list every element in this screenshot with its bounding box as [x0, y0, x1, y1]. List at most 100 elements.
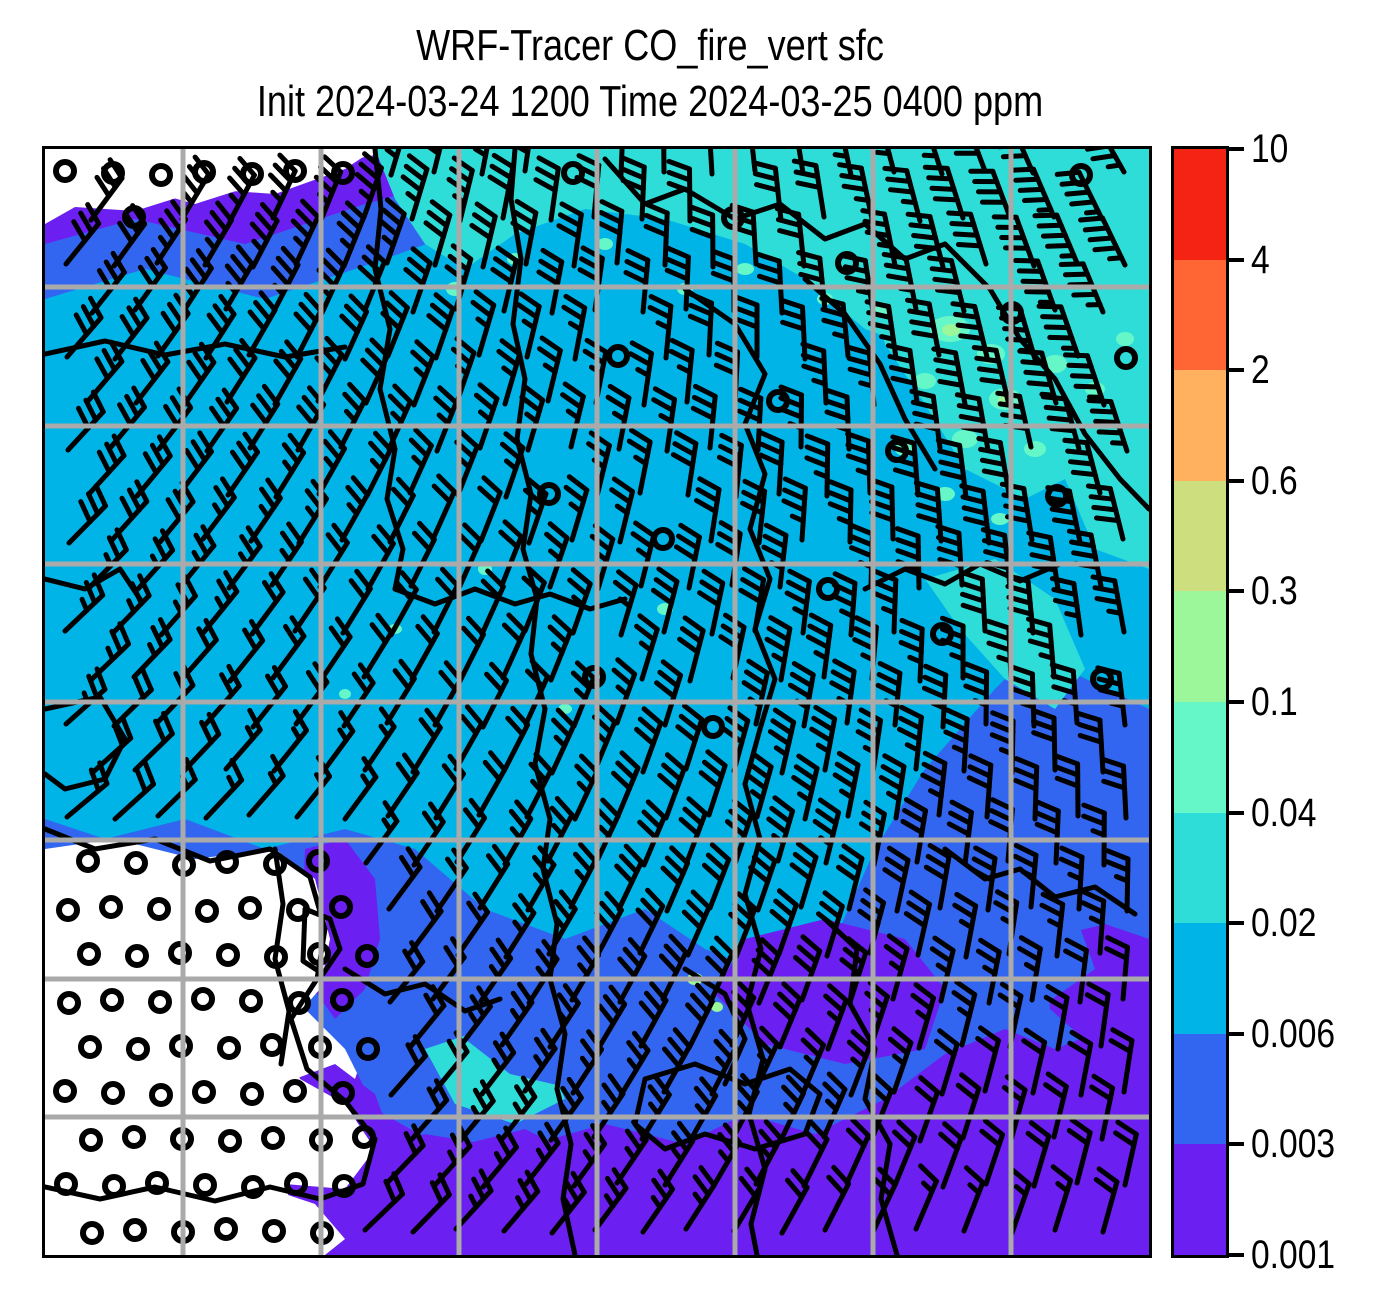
- wind-barb-full: [544, 531, 566, 551]
- wind-barb-half: [339, 237, 354, 251]
- wind-barb-full: [629, 340, 654, 356]
- colorbar-band-8: [1174, 370, 1226, 481]
- wind-barb-full: [682, 615, 706, 634]
- wind-barb-full: [800, 341, 827, 354]
- wind-barb: [410, 707, 443, 775]
- wind-barb: [400, 153, 430, 222]
- wind-barb-full: [1100, 756, 1126, 769]
- wind-barb: [923, 843, 952, 911]
- wind-barb-half: [360, 773, 372, 789]
- wind-barb-full: [152, 536, 168, 561]
- wind-barb-full: [159, 528, 176, 553]
- calm-wind-circle: [145, 1171, 169, 1195]
- wind-barb: [430, 473, 457, 542]
- wind-barb: [567, 567, 593, 636]
- wind-barb-full: [944, 707, 970, 722]
- wind-barb-full: [911, 330, 938, 339]
- wind-barb-full: [510, 220, 535, 237]
- wind-barb-full: [954, 392, 982, 402]
- wind-barb-full: [759, 430, 785, 445]
- wind-barb-full: [1040, 232, 1068, 239]
- wind-barb-half: [617, 596, 633, 609]
- wind-barb-full: [902, 808, 927, 824]
- wind-barb-full: [499, 441, 522, 461]
- wind-barb-full: [450, 243, 474, 262]
- wind-barb-full: [773, 898, 796, 918]
- wind-barb-full: [705, 955, 726, 977]
- wind-barb-full: [429, 199, 453, 218]
- wind-barb-full: [645, 887, 666, 909]
- wind-barb-full: [621, 166, 647, 181]
- wind-barb-full: [750, 751, 774, 770]
- wind-barb-full: [955, 242, 983, 249]
- wind-barb-full: [677, 636, 700, 655]
- wind-barb-full: [710, 270, 737, 284]
- wind-barb-full: [823, 993, 845, 1014]
- wind-barb-full: [916, 513, 943, 525]
- colorbar-band-1: [1174, 1144, 1226, 1255]
- wind-barb-full: [687, 313, 713, 328]
- wind-barb: [354, 151, 384, 220]
- wind-barb-full: [605, 1176, 622, 1200]
- wind-barb-full: [1113, 1130, 1137, 1148]
- wind-barb-full: [1025, 1130, 1049, 1150]
- wind-barb-full: [392, 668, 411, 691]
- wind-barb: [883, 933, 910, 1002]
- wind-barb-full: [361, 254, 383, 275]
- wind-barb: [225, 431, 260, 498]
- wind-barb: [664, 245, 691, 312]
- wind-barb: [845, 431, 873, 496]
- wind-barb: [64, 760, 110, 820]
- wind-barb-full: [936, 535, 962, 547]
- wind-barb-full: [517, 1178, 534, 1203]
- wind-barb-full: [556, 992, 575, 1016]
- colorbar[interactable]: [1171, 146, 1229, 1258]
- wind-barb: [546, 889, 578, 957]
- colorbar-band-10: [1174, 149, 1226, 260]
- wind-barb: [1104, 848, 1131, 914]
- wind-barb-full: [836, 864, 859, 883]
- wind-barb-full: [689, 204, 716, 218]
- map-plot-area[interactable]: [42, 146, 1152, 1258]
- wind-barb-full: [167, 301, 185, 326]
- wind-barb-full: [498, 529, 520, 550]
- calm-wind-circle: [1090, 667, 1114, 691]
- wind-barb-half: [718, 1149, 731, 1164]
- calm-wind-circle: [355, 944, 379, 968]
- wind-barb-full: [622, 946, 642, 969]
- calm-wind-circle: [606, 344, 630, 368]
- wind-barb-full: [209, 210, 229, 233]
- wind-barb-full: [836, 750, 861, 768]
- wind-barb: [952, 891, 979, 960]
- wind-barb-full: [1043, 994, 1068, 1012]
- wind-barb-full: [910, 399, 938, 410]
- wind-barb-full: [140, 358, 157, 382]
- wind-barb: [892, 1119, 918, 1188]
- wind-barb-full: [189, 257, 208, 281]
- wind-barb-full: [920, 772, 945, 788]
- wind-barb-full: [1059, 845, 1085, 860]
- calm-wind-circle: [306, 849, 330, 873]
- wind-barb-half: [576, 780, 591, 795]
- wind-barb: [290, 198, 321, 267]
- wind-barb-full: [547, 624, 569, 645]
- wind-barb: [426, 292, 456, 361]
- wind-barb-full: [943, 729, 969, 744]
- wind-barb-full: [119, 495, 135, 521]
- wind-barb-half: [226, 774, 237, 791]
- wind-barb: [319, 710, 356, 776]
- wind-barb-full: [735, 979, 757, 1001]
- wind-barb-full: [933, 357, 960, 367]
- calm-wind-circle: [356, 1037, 380, 1061]
- wind-barb-full: [438, 669, 458, 692]
- wind-barb-full: [630, 531, 654, 549]
- wind-barb-half: [475, 316, 490, 329]
- wind-barb-full: [648, 294, 674, 309]
- wind-barb: [1084, 981, 1111, 1049]
- wind-barb-half: [811, 377, 828, 387]
- wind-barb-half: [888, 960, 904, 973]
- wind-barb-full: [1027, 541, 1055, 551]
- wind-barb-full: [426, 209, 450, 229]
- wind-barb-full: [347, 381, 368, 404]
- wind-barb-full: [844, 275, 871, 285]
